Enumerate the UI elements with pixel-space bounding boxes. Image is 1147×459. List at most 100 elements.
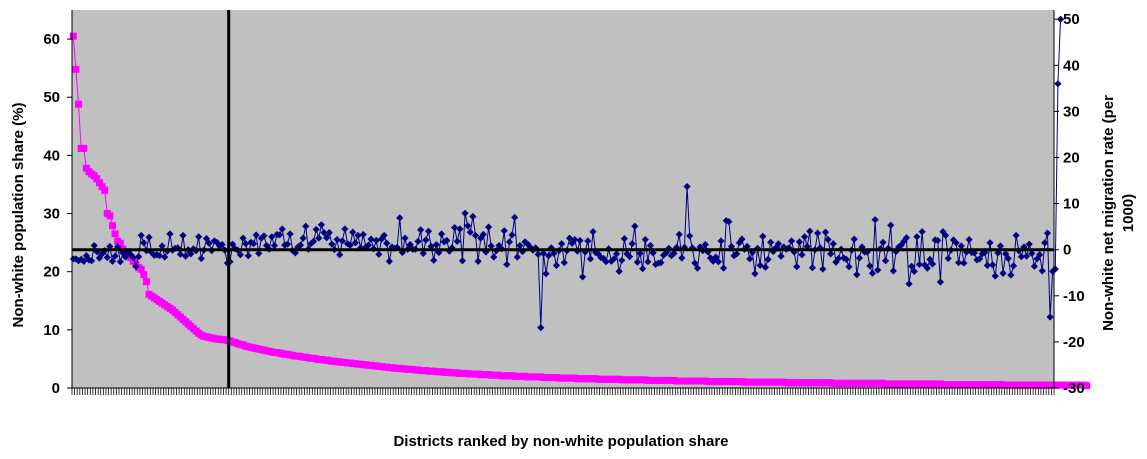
series-2-point	[584, 237, 592, 245]
series-2-point	[132, 262, 140, 270]
series-1-point	[95, 179, 103, 187]
series-2-point	[934, 236, 942, 245]
series-2-point	[508, 231, 516, 239]
series-2-point	[889, 267, 897, 275]
series-2-point	[451, 223, 459, 232]
series-2-point	[1046, 313, 1054, 321]
series-2-point	[286, 230, 294, 238]
series-2-point	[380, 231, 388, 240]
series-2-point	[800, 233, 809, 241]
series-2-point	[490, 253, 498, 261]
series-2-point	[1033, 255, 1041, 263]
series-2-point	[897, 241, 905, 249]
series-2-point	[639, 265, 647, 273]
series-2-point	[612, 250, 621, 258]
series-2-point	[539, 249, 548, 257]
x-axis-ticks	[71, 388, 1055, 395]
series-2-point	[693, 264, 702, 272]
series-2-point	[850, 235, 858, 243]
series-2-point	[1043, 229, 1052, 237]
series-2-point	[560, 259, 568, 267]
y2-tick-label: 40	[1063, 57, 1080, 74]
series-2-point	[229, 240, 237, 248]
series-2-point	[578, 273, 587, 281]
series-2-point	[270, 241, 279, 250]
series-2-point	[978, 250, 986, 258]
series-2-point	[367, 235, 375, 243]
series-2-point	[103, 253, 111, 262]
series-2-point	[461, 209, 469, 217]
series-2-point	[111, 252, 119, 260]
series-2-point	[77, 255, 85, 263]
series-2-point	[1056, 15, 1065, 23]
series-2-point	[385, 257, 393, 265]
y2-tick-label: 30	[1063, 103, 1080, 120]
series-2-point	[774, 240, 783, 248]
series-2-point	[874, 266, 882, 274]
series-2-point	[733, 250, 741, 258]
series-2-point	[372, 236, 380, 245]
series-2-point	[471, 231, 480, 240]
series-2-point	[1022, 252, 1031, 260]
series-2-point	[808, 264, 817, 272]
series-2-point	[333, 235, 341, 244]
series-2-point	[952, 239, 960, 247]
y-tick-label: 60	[43, 31, 60, 48]
series-2-point	[356, 244, 365, 252]
series-1-point	[140, 271, 148, 279]
series-1-point	[93, 175, 101, 183]
series-2-point	[787, 237, 796, 245]
x-axis-title: Districts ranked by non-white population…	[393, 433, 728, 450]
y2-axis-title-line1: Non-white net migration rate (per	[1100, 95, 1117, 331]
series-2-point	[158, 242, 166, 250]
series-2-point	[341, 225, 349, 233]
series-1-point	[80, 144, 88, 152]
y2-tick-label: 0	[1063, 242, 1071, 259]
series-2-point	[401, 234, 409, 242]
y2-tick-label: 50	[1063, 11, 1080, 28]
series-2-point	[140, 239, 148, 247]
series-2-point	[349, 228, 357, 236]
series-2-point	[552, 261, 561, 269]
series-1-point	[106, 212, 114, 220]
series-2-point	[589, 228, 597, 236]
series-2-point	[116, 258, 124, 266]
series-2-point	[868, 269, 877, 277]
series-2-point	[991, 272, 999, 280]
series-2-point	[806, 227, 814, 235]
series-2-point	[928, 260, 937, 268]
series-2-point	[1009, 262, 1018, 270]
series-2-point	[746, 255, 754, 263]
series-2-point	[717, 237, 725, 245]
series-2-point	[615, 267, 623, 275]
series-2-point	[657, 259, 665, 267]
series-2-point	[524, 240, 532, 248]
series-2-point	[87, 257, 96, 265]
series-2-point	[824, 235, 832, 244]
series-2-point	[842, 255, 850, 263]
series-2-point	[276, 231, 284, 239]
series-2-point	[236, 251, 245, 259]
series-2-point	[1004, 254, 1012, 263]
series-2-point	[354, 231, 362, 240]
series-2-point	[505, 238, 514, 246]
series-2-point	[628, 240, 636, 248]
series-2-point	[996, 242, 1005, 250]
series-2-point	[646, 241, 655, 250]
series-1-point	[116, 239, 124, 247]
series-2-point	[90, 241, 98, 250]
series-2-point	[691, 259, 699, 267]
series-1-point	[108, 222, 116, 230]
series-2-point	[309, 237, 318, 246]
series-2-point	[620, 235, 628, 243]
series-2-point	[315, 234, 323, 242]
series-2-point	[260, 232, 268, 240]
series-2-point	[479, 230, 487, 239]
series-2-point	[720, 264, 728, 272]
series-2-point	[419, 249, 427, 257]
series-2-point	[761, 263, 770, 271]
series-2-point	[255, 249, 263, 257]
series-2-point	[730, 252, 738, 260]
series-2-point	[343, 240, 352, 248]
series-2-point	[257, 234, 265, 242]
